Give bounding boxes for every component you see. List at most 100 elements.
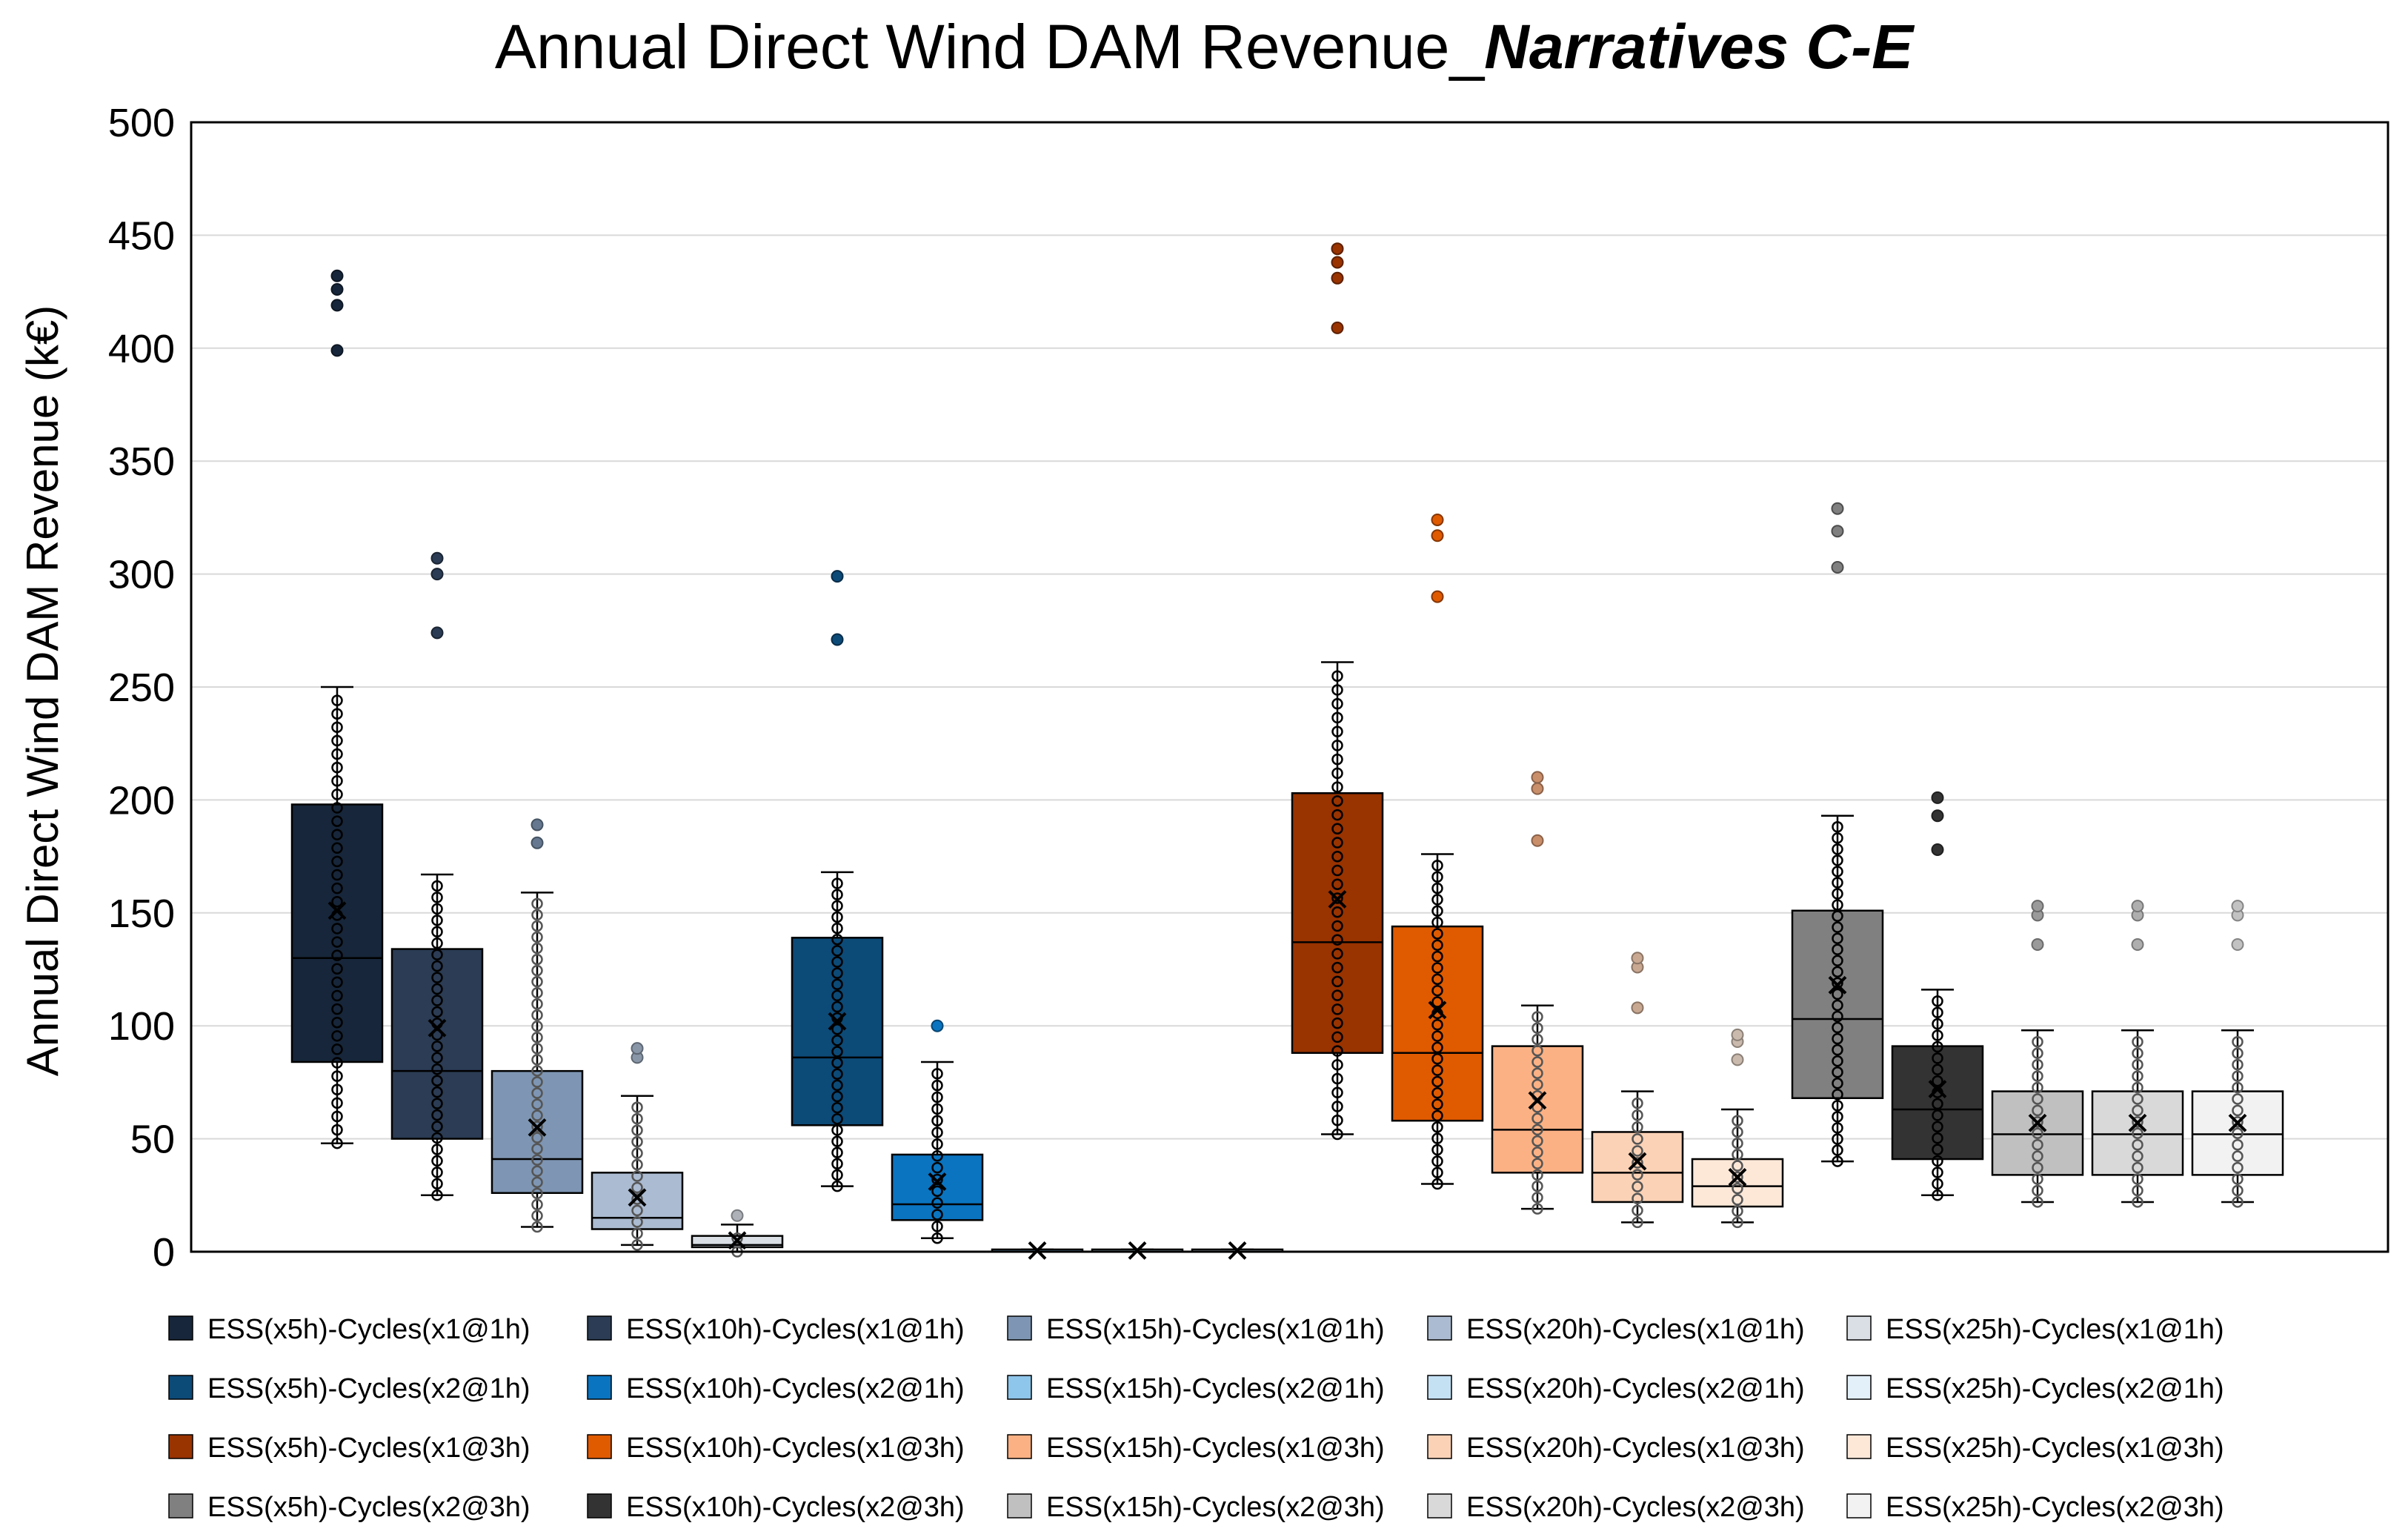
outlier-point — [2131, 900, 2144, 913]
data-point — [1531, 1011, 1543, 1023]
data-point — [1932, 1155, 1943, 1167]
data-point — [1331, 670, 1343, 682]
data-point — [531, 942, 543, 955]
data-point — [1431, 882, 1443, 895]
data-point — [2132, 1127, 2143, 1140]
outlier-point — [1331, 321, 1344, 334]
data-point — [1331, 934, 1343, 946]
data-point — [1832, 1144, 1843, 1156]
data-point — [331, 734, 343, 747]
data-point — [331, 1137, 343, 1149]
data-point — [631, 1135, 643, 1148]
data-point — [331, 815, 343, 827]
y-tick-label: 50 — [130, 1118, 175, 1162]
outlier-point — [1531, 771, 1544, 784]
chart-title-emphasis: Narratives C-E — [1484, 12, 1915, 82]
data-point — [1431, 1030, 1443, 1042]
data-point — [331, 1124, 343, 1136]
legend-item: ESS(x10h)-Cycles(x1@3h) — [587, 1433, 965, 1464]
data-point — [531, 931, 543, 943]
data-point — [1932, 1189, 1943, 1201]
data-point — [1932, 1109, 1943, 1121]
data-point — [331, 1057, 343, 1069]
legend-swatch — [1427, 1375, 1452, 1400]
data-point — [531, 1087, 543, 1099]
legend-swatch — [587, 1493, 612, 1519]
outlier-point — [831, 633, 844, 646]
data-point — [931, 1185, 943, 1198]
mean-marker — [2228, 1113, 2247, 1132]
data-point — [2132, 1161, 2143, 1174]
data-point — [1531, 1124, 1543, 1136]
data-point — [1431, 1053, 1443, 1065]
legend-swatch — [1427, 1434, 1452, 1459]
chart-title-main: Annual Direct Wind DAM Revenue_ — [495, 12, 1486, 82]
outlier-point — [1831, 502, 1844, 515]
data-point — [531, 920, 543, 932]
data-point — [2032, 1047, 2043, 1059]
data-point — [631, 1227, 643, 1240]
box-group — [1491, 771, 1584, 1215]
data-point — [831, 877, 843, 889]
data-point — [1932, 1029, 1943, 1041]
data-point — [331, 1003, 343, 1015]
data-point — [531, 1209, 543, 1222]
legend-swatch — [168, 1434, 193, 1459]
data-point — [1632, 1109, 1643, 1121]
legend-label: ESS(x25h)-Cycles(x2@1h) — [1886, 1373, 2224, 1404]
data-point — [331, 963, 343, 975]
legend-item: ESS(x25h)-Cycles(x1@3h) — [1846, 1433, 2224, 1464]
data-point — [2132, 1150, 2143, 1162]
data-point — [1431, 871, 1443, 883]
mean-marker — [828, 1012, 847, 1031]
data-point — [431, 915, 443, 926]
data-point — [2232, 1058, 2244, 1071]
data-point — [831, 1158, 843, 1170]
data-point — [1331, 726, 1343, 737]
mean-marker — [428, 1018, 447, 1038]
legend: ESS(x5h)-Cycles(x1@1h) ESS(x10h)-Cycles(x… — [168, 1314, 2224, 1523]
data-point — [731, 1232, 743, 1244]
data-point — [531, 964, 543, 977]
data-point — [1832, 1043, 1843, 1056]
data-point — [1932, 1121, 1943, 1133]
data-point — [331, 802, 343, 814]
legend-label: ESS(x5h)-Cycles(x2@3h) — [207, 1492, 531, 1523]
data-point — [831, 1124, 843, 1136]
data-point — [1331, 1101, 1343, 1112]
data-point — [431, 1132, 443, 1144]
data-point — [1331, 753, 1343, 766]
legend-item: ESS(x20h)-Cycles(x1@3h) — [1427, 1433, 1805, 1464]
data-point — [1431, 1166, 1443, 1178]
data-point — [2232, 1070, 2244, 1082]
data-point — [1832, 899, 1843, 911]
data-point — [1331, 795, 1343, 807]
data-point — [1832, 1122, 1843, 1134]
data-point — [2232, 1116, 2244, 1128]
legend-label: ESS(x5h)-Cycles(x1@1h) — [207, 1314, 531, 1345]
outlier-point — [1831, 560, 1844, 574]
legend-swatch — [1007, 1493, 1032, 1519]
data-point — [831, 967, 843, 979]
legend-swatch — [587, 1375, 612, 1400]
outlier-point — [2031, 900, 2044, 913]
legend-swatch — [168, 1493, 193, 1519]
data-point — [1531, 1135, 1543, 1147]
data-point — [531, 998, 543, 1010]
data-point — [331, 895, 343, 908]
data-point — [831, 900, 843, 912]
data-point — [1331, 975, 1343, 988]
data-point — [1732, 1126, 1743, 1138]
legend-label: ESS(x25h)-Cycles(x2@3h) — [1886, 1492, 2224, 1523]
outlier-point — [1331, 242, 1344, 256]
data-point — [631, 1204, 643, 1217]
legend-item: ESS(x10h)-Cycles(x2@3h) — [587, 1492, 965, 1523]
box — [1391, 925, 1484, 1122]
box-group — [1891, 791, 1984, 1201]
data-point — [1531, 1169, 1543, 1181]
data-point — [2132, 1058, 2143, 1071]
data-point — [431, 1063, 443, 1075]
legend-item: ESS(x15h)-Cycles(x1@1h) — [1007, 1314, 1385, 1345]
data-point — [831, 1035, 843, 1046]
data-point — [1531, 1078, 1543, 1091]
